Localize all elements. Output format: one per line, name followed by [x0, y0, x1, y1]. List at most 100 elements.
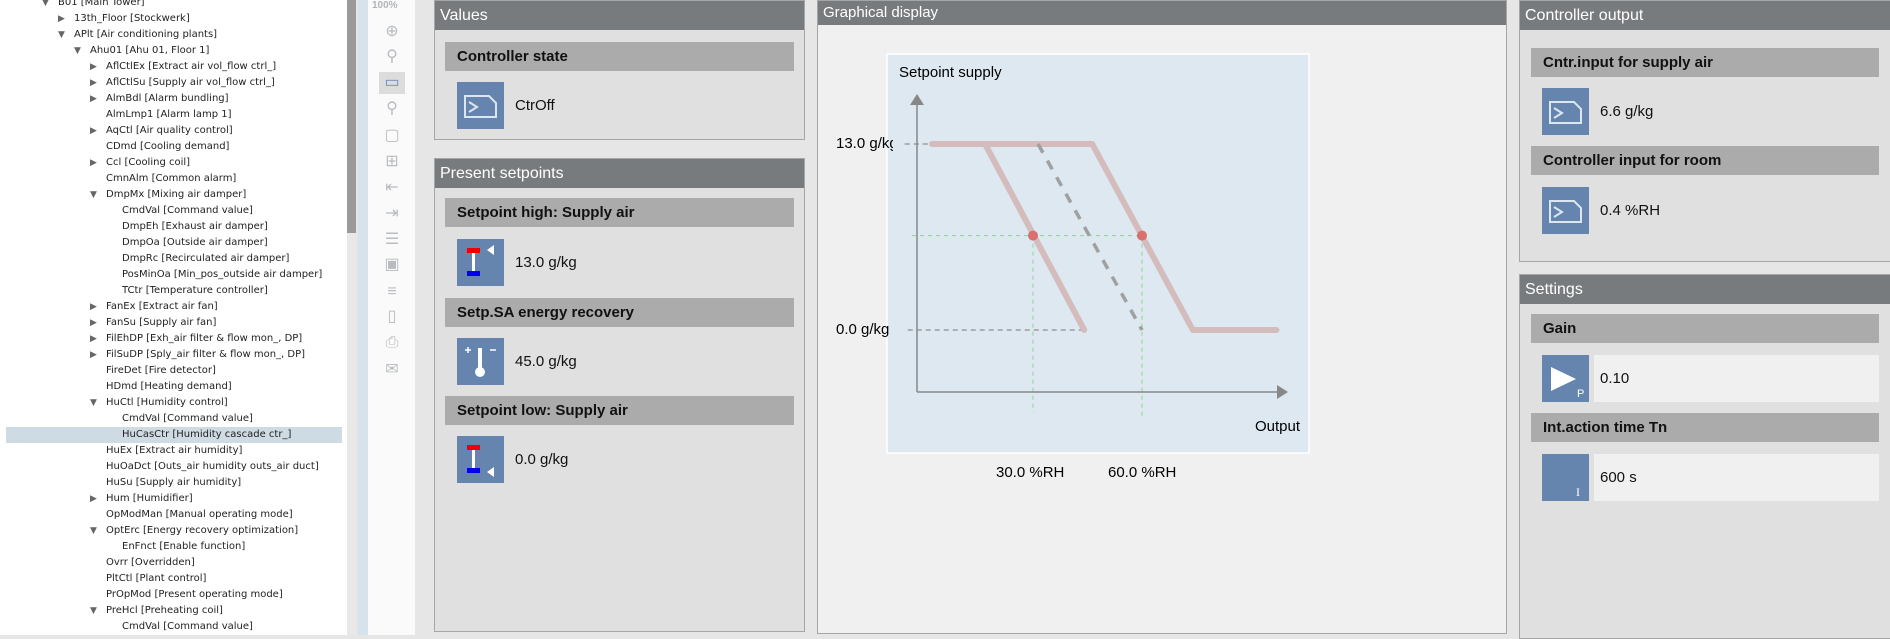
expanded-arrow-icon[interactable]: ▼	[90, 398, 97, 408]
setpoint-recovery-label: Setp.SA energy recovery	[445, 298, 794, 327]
collapsed-arrow-icon[interactable]: ▶	[90, 94, 97, 104]
collapsed-arrow-icon[interactable]: ▶	[90, 78, 97, 88]
tree-item[interactable]: ▶ Hum [Humidifier]	[0, 491, 345, 507]
gain-input[interactable]: 0.10	[1594, 355, 1879, 402]
tree-item[interactable]: Ovrr [Overridden]	[0, 555, 345, 571]
series-line-2	[1036, 143, 1144, 331]
expanded-arrow-icon[interactable]: ▼	[42, 0, 49, 8]
tree-item[interactable]: DmpRc [Recirculated air damper]	[0, 251, 345, 267]
collapsed-arrow-icon[interactable]: ▶	[90, 158, 97, 168]
tree-item[interactable]: CmdVal [Command value]	[0, 411, 345, 427]
tree-item[interactable]: HuSu [Supply air humidity]	[0, 475, 345, 491]
collapsed-arrow-icon[interactable]: ▶	[90, 334, 97, 344]
zoom-select-icon[interactable]: ⚲	[386, 100, 398, 117]
tree-item[interactable]: HuEx [Extract air humidity]	[0, 443, 345, 459]
settings-title: Settings	[1520, 275, 1890, 304]
tree-item[interactable]: ▶ AflCtlEx [Extract air vol_flow ctrl_]	[0, 59, 345, 75]
expanded-arrow-icon[interactable]: ▼	[90, 190, 97, 200]
setpoint-low-value: 0.0 g/kg	[515, 451, 569, 468]
tree-item[interactable]: ▼ OptErc [Energy recovery optimization]	[0, 523, 345, 539]
tree-item[interactable]: HDmd [Heating demand]	[0, 379, 345, 395]
tree-view[interactable]: ▼ B01 [Main Tower] ▶ 13th_Floor [Stockwerk]…	[0, 0, 347, 635]
list-icon[interactable]: ≡	[387, 283, 397, 300]
collapsed-arrow-icon[interactable]: ▶	[90, 350, 97, 360]
expanded-arrow-icon[interactable]: ▼	[90, 606, 97, 616]
collapsed-arrow-icon[interactable]: ▶	[90, 302, 97, 312]
tree-item[interactable]: OpModMan [Manual operating mode]	[0, 507, 345, 523]
tree-item[interactable]: ▶ AqCtl [Air quality control]	[0, 123, 345, 139]
tree-item[interactable]: PosMinOa [Min_pos_outside air damper]	[0, 267, 345, 283]
tree-item[interactable]: HuOaDct [Outs_air humidity outs_air duct…	[0, 459, 345, 475]
tree-item[interactable]: ▼ Ahu01 [Ahu 01, Floor 1]	[0, 43, 345, 59]
tree-item[interactable]: ▶ FilSuDP [Sply_air filter & flow mon_, D…	[0, 347, 345, 363]
tree-item[interactable]: CmdVal [Command value]	[0, 619, 345, 635]
tree-item[interactable]: ▼ DmpMx [Mixing air damper]	[0, 187, 345, 203]
controller-icon	[457, 82, 504, 129]
grid-icon[interactable]: ⊞	[385, 153, 399, 170]
operating-point	[1137, 230, 1147, 241]
splitter[interactable]	[358, 0, 368, 635]
tree-item[interactable]: ▶ Ccl [Cooling coil]	[0, 155, 345, 171]
tree-item[interactable]: ▼ PreHcl [Preheating coil]	[0, 603, 345, 619]
tree-item-label: CDmd [Cooling demand]	[106, 141, 230, 152]
tree-item[interactable]: ▼ HuCtl [Humidity control]	[0, 395, 345, 411]
tree-item[interactable]: FireDet [Fire detector]	[0, 363, 345, 379]
tree-item[interactable]: ▶ FilEhDP [Exh_air filter & flow mon_, DP…	[0, 331, 345, 347]
tree-item-label: FilSuDP [Sply_air filter & flow mon_, DP…	[106, 349, 306, 360]
expanded-arrow-icon[interactable]: ▼	[58, 30, 65, 40]
setpoint-range-icon	[457, 436, 504, 483]
tree-scrollbar[interactable]	[347, 0, 356, 635]
tree-item-label: HuEx [Extract air humidity]	[106, 445, 243, 456]
tree-item[interactable]: TCtr [Temperature controller]	[0, 283, 345, 299]
tree-item[interactable]: CmdVal [Command value]	[0, 203, 345, 219]
comment-icon[interactable]: ✉	[385, 361, 399, 378]
outdent-icon[interactable]: ⇤	[385, 179, 399, 196]
tree-item-label: CmdVal [Command value]	[122, 621, 253, 632]
collapsed-arrow-icon[interactable]: ▶	[90, 494, 97, 504]
collapsed-arrow-icon[interactable]: ▶	[90, 62, 97, 72]
tn-label: Int.action time Tn	[1531, 413, 1879, 442]
frame-icon[interactable]: ▢	[384, 127, 400, 144]
tree-item-label: DmpOa [Outside air damper]	[122, 237, 268, 248]
tree-item[interactable]: ▶ AlmBdl [Alarm bundling]	[0, 91, 345, 107]
frame-image-icon[interactable]: ▣	[384, 256, 400, 273]
tree-item-label: OpModMan [Manual operating mode]	[106, 509, 293, 520]
integral-icon: I	[1542, 454, 1589, 501]
tree-item[interactable]: PltCtl [Plant control]	[0, 571, 345, 587]
controller-icon	[1542, 88, 1589, 135]
collapsed-arrow-icon[interactable]: ▶	[58, 14, 65, 24]
x-tick-60: 60.0 %RH	[1108, 464, 1177, 481]
tree-scrollbar-thumb[interactable]	[347, 0, 356, 233]
tree-item[interactable]: ▶ FanSu [Supply air fan]	[0, 315, 345, 331]
tree-item[interactable]: HuCasCtr [Humidity cascade ctr_]	[6, 427, 342, 443]
tree-item[interactable]: CDmd [Cooling demand]	[0, 139, 345, 155]
controller-state-label: Controller state	[445, 42, 794, 71]
tree-item[interactable]: DmpOa [Outside air damper]	[0, 235, 345, 251]
tree-item-label: PreHcl [Preheating coil]	[106, 605, 223, 616]
zoom-icon[interactable]: ⚲	[386, 48, 398, 65]
tree-item[interactable]: CmnAlm [Common alarm]	[0, 171, 345, 187]
tree-item-label: 13th_Floor [Stockwerk]	[74, 13, 190, 24]
expanded-arrow-icon[interactable]: ▼	[90, 526, 97, 536]
collapsed-arrow-icon[interactable]: ▶	[90, 126, 97, 136]
expanded-arrow-icon[interactable]: ▼	[74, 46, 81, 56]
page-icon[interactable]: ▯	[387, 308, 397, 325]
tree-item[interactable]: ▶ AflCtlSu [Supply air vol_flow ctrl_]	[0, 75, 345, 91]
indent-icon[interactable]: ⇥	[385, 205, 399, 222]
tree-item[interactable]: ▼ B01 [Main Tower]	[0, 0, 345, 11]
tree-item[interactable]: ▼ APlt [Air conditioning plants]	[0, 27, 345, 43]
tree-item[interactable]: ▶ 13th_Floor [Stockwerk]	[0, 11, 345, 27]
fit-page-icon[interactable]: ▭	[379, 72, 405, 94]
tree-item[interactable]: EnFnct [Enable function]	[0, 539, 345, 555]
tree-item[interactable]: ▶ FanEx [Extract air fan]	[0, 299, 345, 315]
tree-item[interactable]: AlmLmp1 [Alarm lamp 1]	[0, 107, 345, 123]
tn-input[interactable]: 600 s	[1594, 454, 1879, 501]
collapsed-arrow-icon[interactable]: ▶	[90, 318, 97, 328]
lines-icon[interactable]: ☰	[384, 231, 400, 248]
tree-item[interactable]: PrOpMod [Present operating mode]	[0, 587, 345, 603]
zoom-in-icon[interactable]: ⊕	[385, 23, 399, 40]
tree-item[interactable]: DmpEh [Exhaust air damper]	[0, 219, 345, 235]
setpoint-high-label: Setpoint high: Supply air	[445, 198, 794, 227]
setpoint-high-value: 13.0 g/kg	[515, 254, 577, 271]
print-icon[interactable]: ⎙	[385, 334, 399, 351]
